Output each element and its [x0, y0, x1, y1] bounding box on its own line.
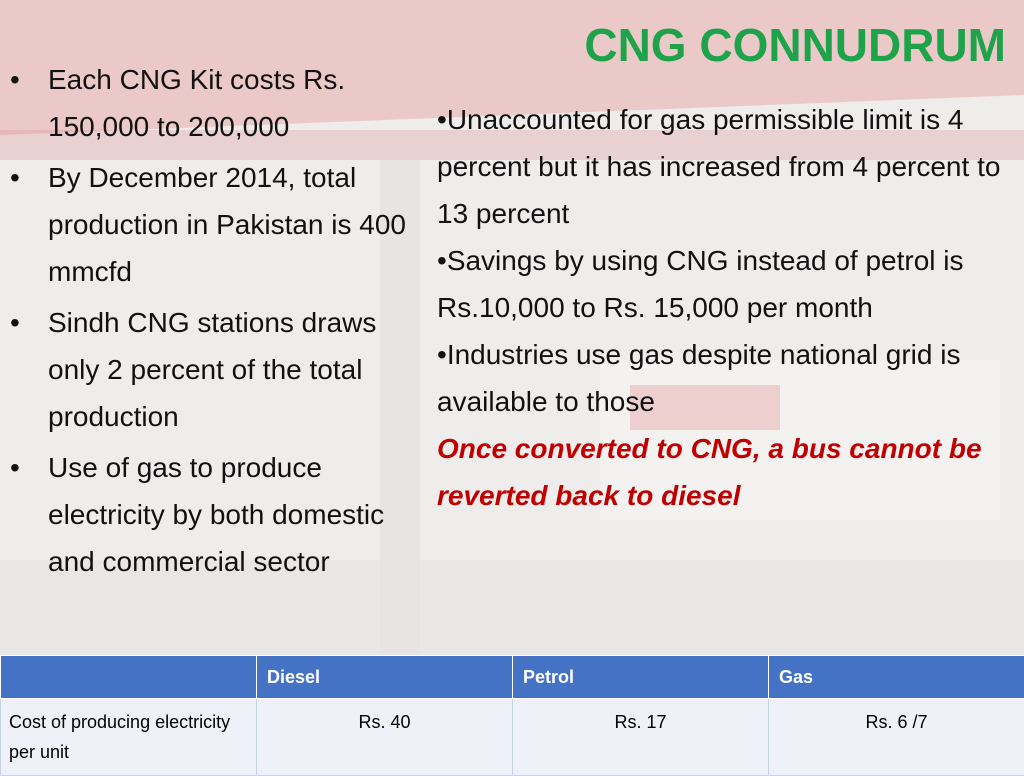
slide-title: CNG CONNUDRUM — [584, 18, 1006, 72]
table-cell: Rs. 40 — [257, 699, 513, 776]
bullet-item: Sindh CNG stations draws only 2 percent … — [10, 299, 430, 440]
bullet-item: By December 2014, total production in Pa… — [10, 154, 430, 295]
header-cell: Petrol — [513, 656, 769, 699]
table-cell: Rs. 17 — [513, 699, 769, 776]
bullet-item: Each CNG Kit costs Rs. 150,000 to 200,00… — [10, 56, 430, 150]
right-points: Unaccounted for gas permissible limit is… — [437, 96, 1017, 519]
point-item: Savings by using CNG instead of petrol i… — [437, 237, 1017, 331]
row-label: Cost of producing electricity per unit — [1, 699, 257, 776]
table-cell: Rs. 6 /7 — [769, 699, 1024, 776]
point-item: Unaccounted for gas permissible limit is… — [437, 96, 1017, 237]
left-bullet-list: Each CNG Kit costs Rs. 150,000 to 200,00… — [10, 56, 430, 589]
header-cell: Diesel — [257, 656, 513, 699]
header-cell — [1, 656, 257, 699]
header-cell: Gas — [769, 656, 1024, 699]
bullet-item: Use of gas to produce electricity by bot… — [10, 444, 430, 585]
emphasis-note: Once converted to CNG, a bus cannot be r… — [437, 425, 1017, 519]
point-item: Industries use gas despite national grid… — [437, 331, 1017, 425]
